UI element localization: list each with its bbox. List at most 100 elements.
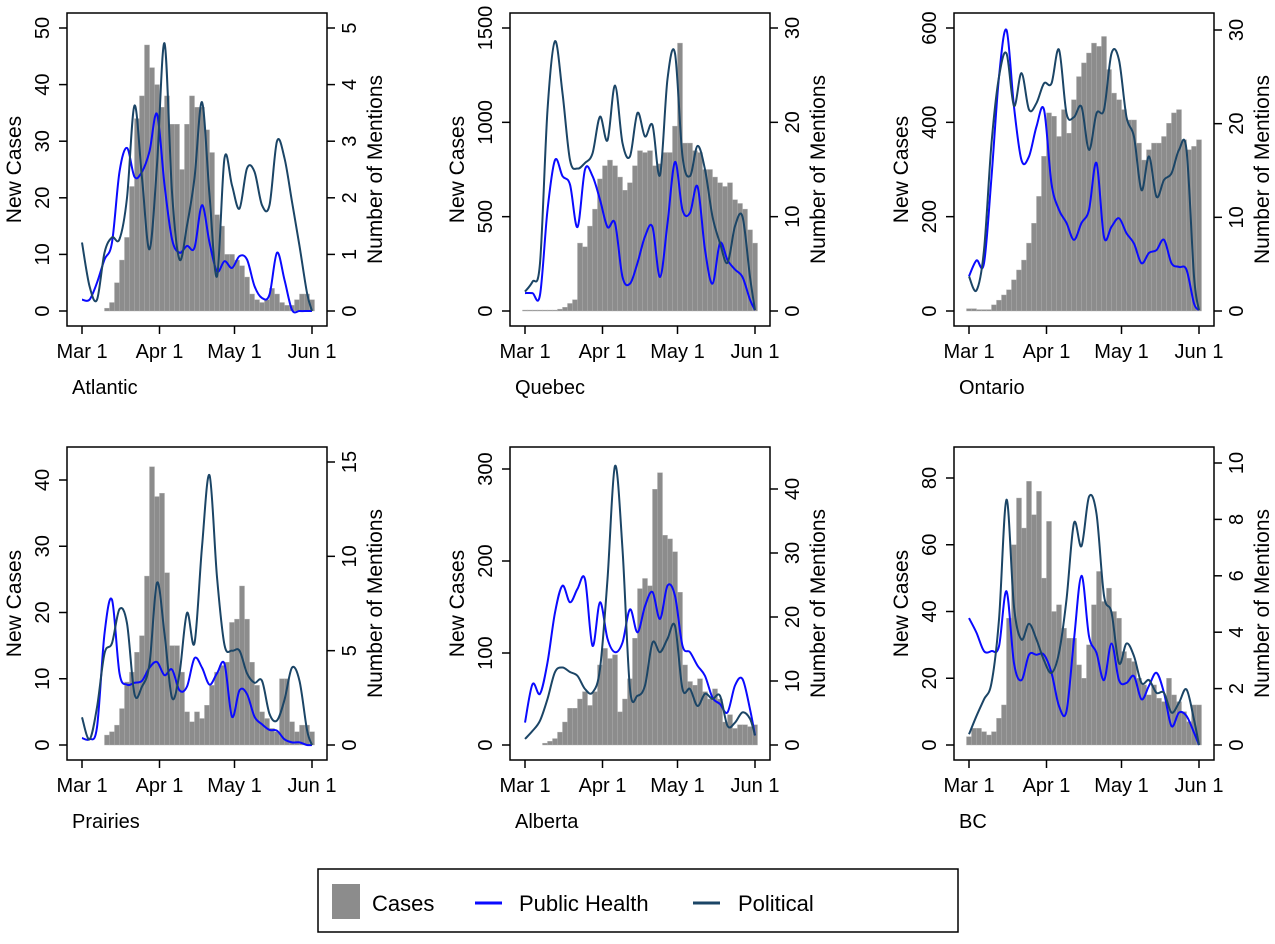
right-tick-label: 10 — [1226, 206, 1248, 228]
case-bar — [1011, 279, 1017, 312]
case-bar — [1161, 136, 1167, 312]
case-bar — [1066, 132, 1072, 312]
case-bar — [707, 698, 713, 746]
x-tick-label: Apr 1 — [579, 775, 627, 797]
x-tick-label: May 1 — [650, 775, 704, 797]
right-axis-label: Number of Mentions — [364, 509, 387, 698]
case-bar — [697, 152, 703, 312]
left-tick-label: 60 — [919, 534, 941, 556]
right-tick-label: 2 — [339, 192, 361, 203]
case-bar — [264, 718, 270, 746]
right-tick-label: 6 — [1226, 570, 1248, 581]
case-bar — [1036, 196, 1042, 312]
x-tick-label: Jun 1 — [1175, 341, 1224, 363]
case-bar — [1176, 701, 1182, 746]
case-bar — [702, 691, 708, 746]
case-bar — [119, 708, 125, 746]
line-political — [81, 474, 313, 746]
case-bar — [204, 705, 210, 746]
case-bar — [1181, 139, 1187, 312]
case-bar — [602, 165, 608, 312]
case-bar — [737, 203, 743, 312]
case-bar — [657, 163, 663, 312]
case-bar — [582, 246, 588, 312]
case-bar — [552, 309, 558, 312]
left-tick-label: 0 — [475, 305, 497, 316]
case-bar — [109, 731, 115, 746]
case-bar — [727, 714, 733, 746]
right-tick-label: 0 — [339, 305, 361, 316]
case-bar — [607, 658, 613, 746]
right-tick-label: 2 — [1226, 683, 1248, 694]
line-political — [968, 493, 1200, 746]
case-bar — [627, 182, 633, 312]
case-bar — [1016, 269, 1022, 312]
left-tick-label: 10 — [32, 668, 54, 690]
case-bar — [1081, 678, 1087, 746]
case-bar — [622, 190, 628, 312]
right-axis-label: Number of Mentions — [364, 75, 387, 264]
case-bar — [547, 741, 553, 746]
case-bar — [991, 731, 997, 746]
case-bar — [622, 698, 628, 746]
case-bar — [199, 718, 205, 746]
case-bar — [527, 309, 533, 312]
left-tick-label: 20 — [32, 187, 54, 209]
region-label: Atlantic — [72, 377, 138, 399]
left-tick-label: 40 — [919, 600, 941, 622]
legend-label-cases: Cases — [372, 891, 434, 916]
case-bar — [149, 67, 155, 312]
left-axis-label: New Cases — [446, 116, 469, 223]
left-tick-label: 1500 — [475, 6, 497, 51]
case-bar — [667, 538, 673, 746]
case-bar — [154, 496, 160, 746]
line-political — [524, 40, 756, 311]
left-tick-label: 200 — [919, 200, 941, 233]
case-bar — [179, 671, 185, 746]
case-bar — [996, 299, 1002, 312]
case-bar — [986, 309, 992, 312]
case-bar — [752, 242, 758, 312]
case-bar — [1016, 497, 1022, 746]
panel-prairies: 0 10 20 30 40 0 5 10 15 Mar 1 Apr 1 May 1 Jun 1 New C… — [3, 446, 387, 833]
region-label: Prairies — [72, 811, 140, 833]
line-public-health — [524, 157, 756, 311]
right-tick-label: 3 — [339, 136, 361, 147]
case-bar — [1156, 698, 1162, 746]
case-bar — [1151, 684, 1157, 746]
left-axis-label: New Cases — [3, 116, 26, 223]
case-bar — [572, 708, 578, 746]
panel-quebec: 0 500 1000 1500 0 10 20 30 Mar 1 Apr 1 May 1 Jun 1 N… — [446, 6, 830, 399]
case-bar — [1131, 661, 1137, 746]
case-bar — [114, 282, 120, 312]
case-bar — [1076, 664, 1082, 746]
case-bar — [657, 472, 663, 746]
case-bar — [592, 691, 598, 746]
case-bar — [279, 302, 285, 312]
case-bar — [542, 309, 548, 312]
x-tick-label: Mar 1 — [499, 775, 550, 797]
right-tick-label: 0 — [1226, 739, 1248, 750]
x-tick-label: May 1 — [1094, 341, 1148, 363]
x-tick-label: Apr 1 — [1023, 775, 1071, 797]
region-label: Ontario — [959, 377, 1025, 399]
case-bar — [1026, 481, 1032, 746]
case-bar — [259, 711, 265, 746]
case-bar — [244, 276, 250, 312]
right-tick-label: 30 — [1226, 19, 1248, 41]
case-bar — [632, 638, 638, 746]
left-tick-label: 0 — [919, 739, 941, 750]
case-bar — [1001, 294, 1007, 312]
case-bar — [214, 671, 220, 746]
region-label: Alberta — [515, 811, 579, 833]
case-bar — [244, 618, 250, 746]
right-tick-label: 40 — [782, 478, 804, 500]
case-bar — [1031, 223, 1037, 312]
right-tick-label: 20 — [782, 606, 804, 628]
left-tick-label: 300 — [475, 452, 497, 485]
panel-bc: 0 20 40 60 80 0 2 4 6 8 10 Mar 1 Apr 1 May 1 Jun 1 New … — [890, 446, 1274, 833]
left-tick-label: 100 — [475, 636, 497, 669]
case-bar — [1171, 112, 1177, 312]
right-tick-label: 30 — [782, 17, 804, 39]
